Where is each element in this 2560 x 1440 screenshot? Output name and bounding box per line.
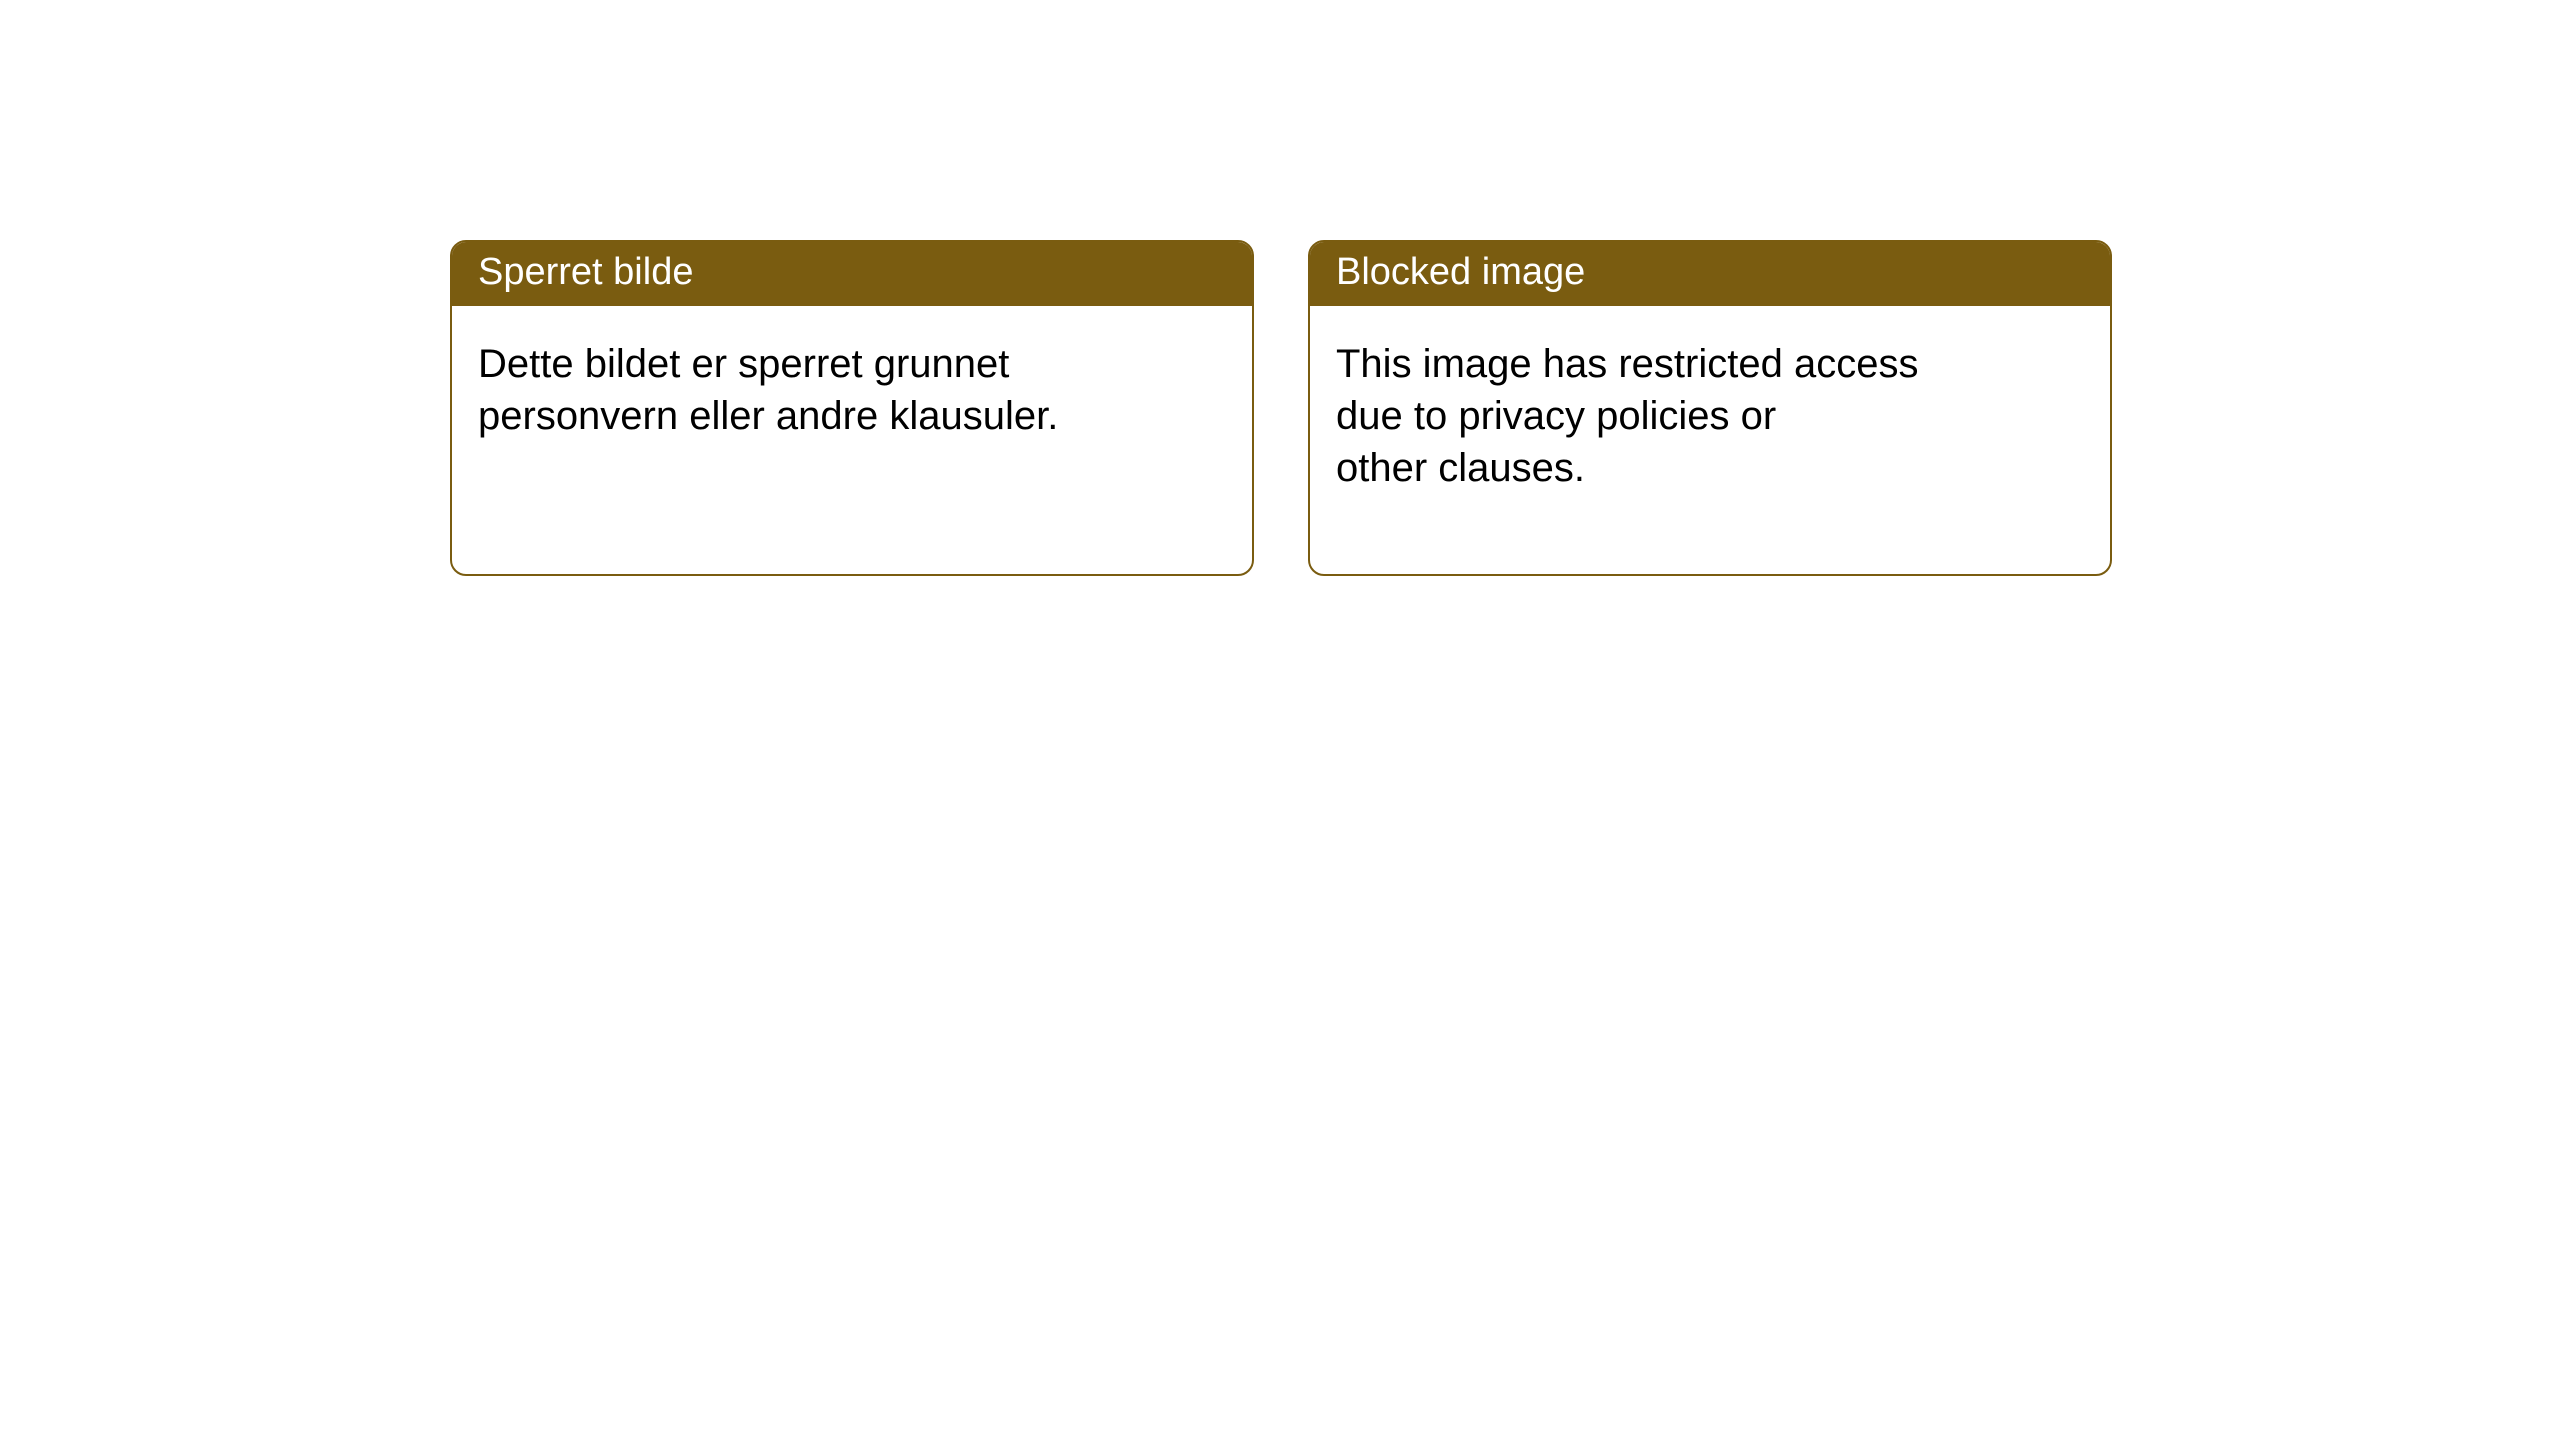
- notice-body-norwegian: Dette bildet er sperret grunnet personve…: [452, 306, 1252, 468]
- notice-container: Sperret bilde Dette bildet er sperret gr…: [0, 0, 2560, 576]
- notice-title-english: Blocked image: [1310, 242, 2110, 306]
- notice-card-english: Blocked image This image has restricted …: [1308, 240, 2112, 576]
- notice-body-english: This image has restricted access due to …: [1310, 306, 2110, 520]
- notice-title-norwegian: Sperret bilde: [452, 242, 1252, 306]
- notice-card-norwegian: Sperret bilde Dette bildet er sperret gr…: [450, 240, 1254, 576]
